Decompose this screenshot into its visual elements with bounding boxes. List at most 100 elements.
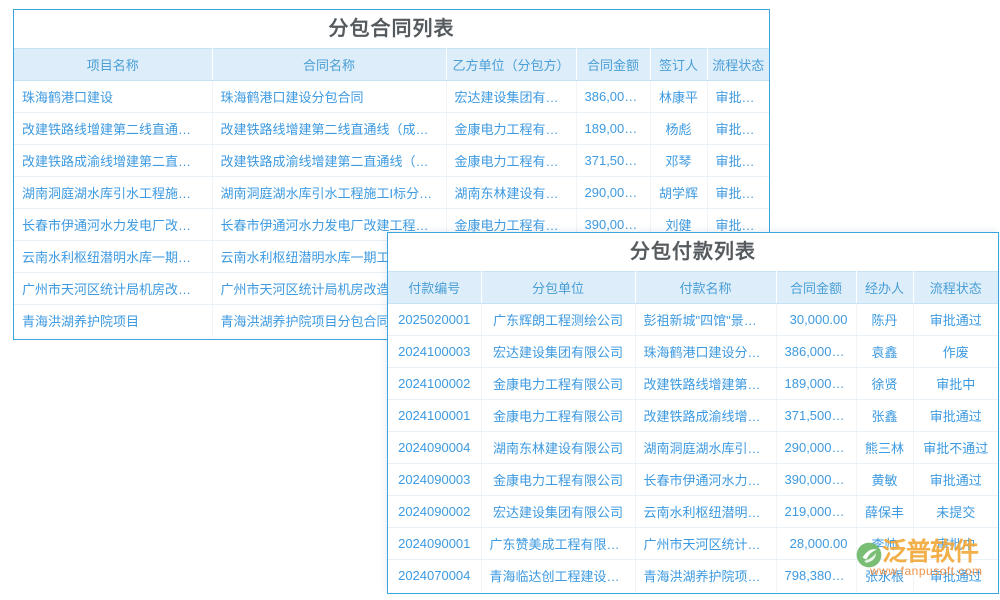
payment-cell-unit: 青海临达创工程建设有… [481, 559, 636, 592]
contract-col-signer[interactable]: 签订人 [650, 48, 708, 81]
payment-cell-handler: 李帅 [856, 527, 914, 560]
payment-table: 付款编号 分包单位 付款名称 合同金额 经办人 流程状态 2025020001 广… [388, 271, 998, 592]
payment-col-status[interactable]: 流程状态 [913, 271, 998, 304]
payment-cell-amount: 386,000.00 [776, 335, 857, 368]
table-row[interactable]: 2024100002 金康电力工程有限公司 改建铁路线增建第二线… 189,000.0… [388, 367, 998, 400]
status-badge: 审批通过 [913, 463, 998, 496]
contract-cell-signer: 林康平 [650, 80, 708, 113]
contract-cell-project[interactable]: 珠海鹤港口建设 [14, 80, 213, 113]
payment-col-name[interactable]: 付款名称 [635, 271, 777, 304]
table-row[interactable]: 改建铁路线增建第二线直通线（… 改建铁路线增建第二线直通线（成都-西… 金康电力工程… [14, 112, 769, 145]
contract-col-contract[interactable]: 合同名称 [212, 48, 447, 81]
contract-panel-title: 分包合同列表 [14, 10, 769, 48]
payment-cell-handler: 熊三林 [856, 431, 914, 464]
contract-col-party-b[interactable]: 乙方单位（分包方） [446, 48, 577, 81]
table-row[interactable]: 2024090001 广东赞美成工程有限公司 广州市天河区统计局机… 28,000.0… [388, 527, 998, 560]
table-row[interactable]: 2024100003 宏达建设集团有限公司 珠海鹤港口建设分包合… 386,000.0… [388, 335, 998, 368]
table-row[interactable]: 2025020001 广东辉朗工程测绘公司 彭祖新城"四馆"景观工… 30,000.0… [388, 303, 998, 336]
payment-cell-handler: 张鑫 [856, 399, 914, 432]
payment-cell-code[interactable]: 2025020001 [388, 303, 482, 336]
contract-cell-amount: 371,500.00 [576, 144, 651, 177]
payment-cell-name[interactable]: 青海洪湖养护院项目分… [635, 559, 777, 592]
status-badge: 审批通过 [707, 112, 769, 145]
payment-col-handler[interactable]: 经办人 [856, 271, 914, 304]
payment-cell-amount: 28,000.00 [776, 527, 857, 560]
status-badge: 作废 [913, 335, 998, 368]
status-badge: 审批通过 [707, 176, 769, 209]
payment-cell-name[interactable]: 彭祖新城"四馆"景观工… [635, 303, 777, 336]
payment-cell-code[interactable]: 2024070004 [388, 559, 482, 592]
payment-col-unit[interactable]: 分包单位 [481, 271, 636, 304]
table-row[interactable]: 改建铁路成渝线增建第二直通线… 改建铁路成渝线增建第二直通线（成渝… 金康电力工程有… [14, 144, 769, 177]
contract-cell-project[interactable]: 长春市伊通河水力发电厂改建工程 [14, 208, 213, 241]
payment-cell-amount: 219,000.00 [776, 495, 857, 528]
status-badge: 审批中 [913, 527, 998, 560]
payment-cell-handler: 袁鑫 [856, 335, 914, 368]
payment-cell-unit: 广东赞美成工程有限公司 [481, 527, 636, 560]
payment-cell-unit: 宏达建设集团有限公司 [481, 335, 636, 368]
status-badge: 审批通过 [929, 569, 982, 585]
table-row[interactable]: 珠海鹤港口建设 珠海鹤港口建设分包合同 宏达建设集团有限公司 386,000.00 林康… [14, 80, 769, 113]
contract-cell-project[interactable]: 广州市天河区统计局机房改造项目 [14, 272, 213, 305]
payment-header-row: 付款编号 分包单位 付款名称 合同金额 经办人 流程状态 [388, 271, 998, 304]
payment-cell-code[interactable]: 2024100001 [388, 399, 482, 432]
payment-cell-amount: 798,380.00 [776, 559, 857, 592]
contract-table-head: 项目名称 合同名称 乙方单位（分包方） 合同金额 签订人 流程状态 [14, 48, 769, 81]
payment-cell-code[interactable]: 2024100002 [388, 367, 482, 400]
payment-cell-amount: 390,000.00 [776, 463, 857, 496]
contract-cell-project[interactable]: 云南水利枢纽潜明水库一期工程… [14, 240, 213, 273]
contract-cell-party-b: 金康电力工程有限公司 [446, 112, 577, 145]
status-badge: 未提交 [913, 495, 998, 528]
contract-header-row: 项目名称 合同名称 乙方单位（分包方） 合同金额 签订人 流程状态 [14, 48, 769, 81]
contract-cell-signer: 杨彪 [650, 112, 708, 145]
payment-cell-handler: 张永根 [856, 559, 914, 592]
contract-cell-contract[interactable]: 珠海鹤港口建设分包合同 [212, 80, 447, 113]
table-row[interactable]: 2024070004 青海临达创工程建设有… 青海洪湖养护院项目分… 798,380.… [388, 559, 998, 592]
table-row[interactable]: 2024090004 湖南东林建设有限公司 湖南洞庭湖水库引水工… 290,000.0… [388, 431, 998, 464]
payment-cell-name[interactable]: 长春市伊通河水力发电… [635, 463, 777, 496]
contract-col-status[interactable]: 流程状态 [707, 48, 769, 81]
payment-col-amount[interactable]: 合同金额 [776, 271, 857, 304]
payment-cell-amount: 290,000.00 [776, 431, 857, 464]
contract-cell-contract[interactable]: 湖南洞庭湖水库引水工程施工I标分包合同 [212, 176, 447, 209]
payment-cell-unit: 金康电力工程有限公司 [481, 367, 636, 400]
payment-cell-code[interactable]: 2024090003 [388, 463, 482, 496]
status-badge: 审批中 [913, 367, 998, 400]
payment-cell-name[interactable]: 广州市天河区统计局机… [635, 527, 777, 560]
contract-cell-project[interactable]: 湖南洞庭湖水库引水工程施工I标 [14, 176, 213, 209]
contract-cell-party-b: 湖南东林建设有限公司 [446, 176, 577, 209]
payment-cell-code[interactable]: 2024090001 [388, 527, 482, 560]
table-row[interactable]: 湖南洞庭湖水库引水工程施工I标 湖南洞庭湖水库引水工程施工I标分包合同 湖南东林建设… [14, 176, 769, 209]
payment-cell-amount: 371,500.00 [776, 399, 857, 432]
subcontract-payment-list-panel: 分包付款列表 付款编号 分包单位 付款名称 合同金额 经办人 流程状态 [387, 232, 999, 594]
contract-cell-signer: 邓琴 [650, 144, 708, 177]
payment-cell-name[interactable]: 改建铁路成渝线增建第… [635, 399, 777, 432]
payment-cell-unit: 湖南东林建设有限公司 [481, 431, 636, 464]
contract-cell-project[interactable]: 改建铁路线增建第二线直通线（… [14, 112, 213, 145]
payment-cell-handler: 陈丹 [856, 303, 914, 336]
payment-cell-amount: 189,000.00 [776, 367, 857, 400]
contract-cell-signer: 胡学辉 [650, 176, 708, 209]
table-row[interactable]: 2024090003 金康电力工程有限公司 长春市伊通河水力发电… 390,000.0… [388, 463, 998, 496]
table-row[interactable]: 2024090002 宏达建设集团有限公司 云南水利枢纽潜明水库… 219,000.0… [388, 495, 998, 528]
payment-cell-name[interactable]: 改建铁路线增建第二线… [635, 367, 777, 400]
contract-col-amount[interactable]: 合同金额 [576, 48, 651, 81]
payment-cell-name[interactable]: 湖南洞庭湖水库引水工… [635, 431, 777, 464]
payment-cell-code[interactable]: 2024090002 [388, 495, 482, 528]
payment-table-body: 2025020001 广东辉朗工程测绘公司 彭祖新城"四馆"景观工… 30,000.0… [388, 303, 998, 592]
contract-cell-project[interactable]: 青海洪湖养护院项目 [14, 304, 213, 337]
status-badge: 审批通过 [913, 303, 998, 336]
contract-cell-party-b: 宏达建设集团有限公司 [446, 80, 577, 113]
contract-cell-contract[interactable]: 改建铁路线增建第二线直通线（成都-西… [212, 112, 447, 145]
contract-cell-contract[interactable]: 改建铁路成渝线增建第二直通线（成渝… [212, 144, 447, 177]
contract-col-project[interactable]: 项目名称 [14, 48, 213, 81]
payment-col-code[interactable]: 付款编号 [388, 271, 482, 304]
status-badge: 审批通过 [707, 80, 769, 113]
payment-cell-name[interactable]: 珠海鹤港口建设分包合… [635, 335, 777, 368]
contract-cell-amount: 290,000.00 [576, 176, 651, 209]
payment-cell-name[interactable]: 云南水利枢纽潜明水库… [635, 495, 777, 528]
table-row[interactable]: 2024100001 金康电力工程有限公司 改建铁路成渝线增建第… 371,500.0… [388, 399, 998, 432]
payment-cell-code[interactable]: 2024090004 [388, 431, 482, 464]
contract-cell-project[interactable]: 改建铁路成渝线增建第二直通线… [14, 144, 213, 177]
payment-cell-code[interactable]: 2024100003 [388, 335, 482, 368]
